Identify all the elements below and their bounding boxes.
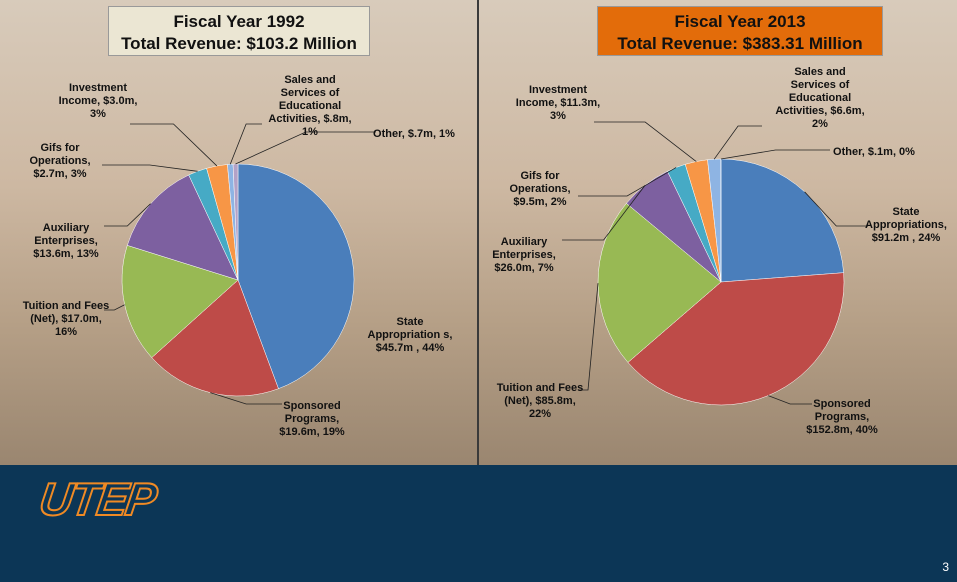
pie-slice xyxy=(597,202,722,363)
leader-line xyxy=(578,167,677,197)
data-label: Investment Income, $11.3m, 3% xyxy=(515,84,601,122)
pie-slice xyxy=(237,163,355,390)
data-label: Tuition and Fees (Net), $17.0m, 16% xyxy=(22,300,110,338)
data-label: Investment Income, $3.0m, 3% xyxy=(58,82,138,120)
title-box: Fiscal Year 1992 Total Revenue: $103.2 M… xyxy=(108,6,370,56)
chart-subtitle: Total Revenue: $383.31 Million xyxy=(617,34,863,53)
data-label: Sponsored Programs, $152.8m, 40% xyxy=(806,398,878,436)
data-label: Auxiliary Enterprises, $26.0m, 7% xyxy=(492,236,556,274)
leader-line xyxy=(235,131,376,165)
page-number: 3 xyxy=(942,560,949,574)
pie-slice xyxy=(151,279,279,397)
leader-line xyxy=(804,191,868,227)
leader-line xyxy=(713,125,762,160)
data-label: Gifs for Operations, $9.5m, 2% xyxy=(509,170,571,208)
chart-title: Fiscal Year 1992 xyxy=(173,12,305,31)
pie-slice xyxy=(232,163,239,281)
data-label: Other, $.7m, 1% xyxy=(373,128,455,140)
leader-line xyxy=(130,123,218,167)
leader-line xyxy=(229,123,262,165)
data-label: Tuition and Fees (Net), $85.8m, 22% xyxy=(496,382,584,420)
data-label: Sales and Services of Educational Activi… xyxy=(775,66,865,130)
data-label: Gifs for Operations, $2.7m, 3% xyxy=(29,142,91,180)
logo: UTEP xyxy=(35,472,159,526)
data-label: State Appropriations, $91.2m , 24% xyxy=(865,206,947,244)
leader-line xyxy=(768,395,812,405)
data-label: Auxiliary Enterprises, $13.6m, 13% xyxy=(33,222,99,260)
leader-line xyxy=(578,283,599,391)
title-box: Fiscal Year 2013 Total Revenue: $383.31 … xyxy=(597,6,883,56)
pie-slice xyxy=(720,158,844,283)
divider xyxy=(477,0,479,465)
pie-slice xyxy=(126,174,239,281)
data-label: Sponsored Programs, $19.6m, 19% xyxy=(279,400,345,438)
leader-line xyxy=(102,164,198,172)
data-label: State Appropriation s, $45.7m , 44% xyxy=(367,316,453,354)
leader-line xyxy=(104,203,151,227)
leader-line xyxy=(562,184,646,241)
chart-subtitle: Total Revenue: $103.2 Million xyxy=(121,34,357,53)
chart-title: Fiscal Year 2013 xyxy=(674,12,806,31)
footer-band xyxy=(0,465,957,582)
charts xyxy=(102,121,868,406)
leader-line xyxy=(210,392,282,405)
leader-line xyxy=(594,121,697,162)
leader-line xyxy=(104,304,125,311)
data-label: Sales and Services of Educational Activi… xyxy=(268,74,352,138)
leader-line xyxy=(720,149,830,160)
data-label: Other, $.1m, 0% xyxy=(833,146,915,158)
